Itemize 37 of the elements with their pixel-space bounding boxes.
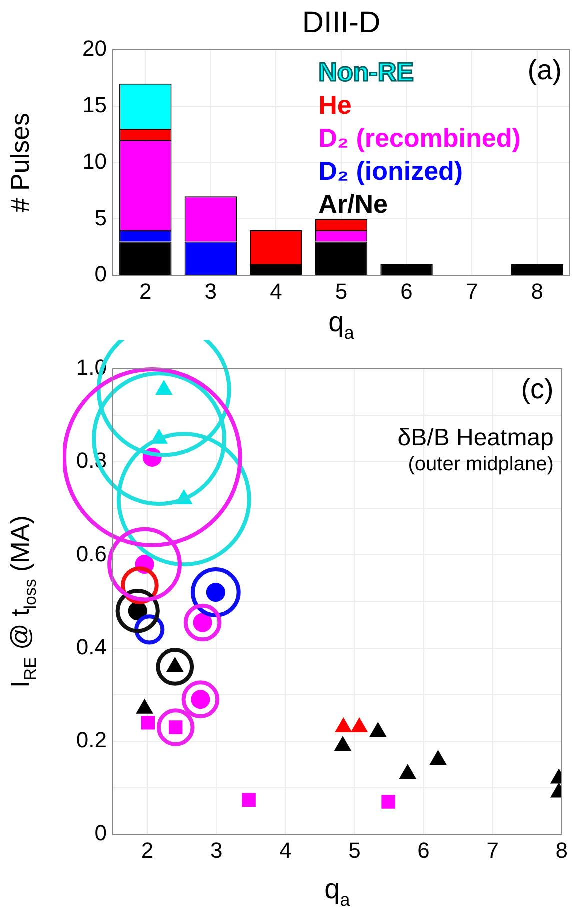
bar	[511, 264, 564, 276]
text: D₂ (recombined)	[318, 123, 521, 154]
annotation: (outer midplane)	[408, 454, 554, 476]
y-tick-label: 10	[82, 148, 107, 174]
chart-title: DIII-D	[302, 6, 381, 40]
x-tick-label: 4	[270, 278, 282, 304]
series-label: Ar/Ne	[318, 189, 388, 220]
x-tick-label: 3	[210, 838, 223, 863]
text: Non-RE	[318, 57, 414, 88]
annotation: (c)	[521, 374, 554, 405]
y-tick-label: 0.6	[76, 541, 107, 566]
y-tick-label: 0	[94, 820, 107, 846]
x-tick-label: 8	[531, 278, 544, 304]
y-axis-title: # Pulses	[5, 112, 36, 213]
x-tick-label: 7	[486, 838, 499, 863]
x-tick-label: 5	[335, 278, 348, 304]
x-tick-label: 2	[140, 278, 152, 304]
y-tick-label: 0.4	[76, 634, 107, 660]
y-tick-label: 5	[94, 205, 107, 230]
x-tick-label: 2	[141, 838, 154, 863]
x-tick-label: 3	[204, 278, 218, 304]
y-tick-label: 15	[82, 92, 107, 118]
y-tick-label: 0.2	[76, 728, 107, 753]
x-tick-label: 6	[418, 838, 430, 863]
annotation: δB/B Heatmap	[398, 424, 554, 452]
y-axis-title: IRE @ tloss (MA)	[5, 516, 40, 688]
y-tick-label: 20	[82, 36, 107, 62]
x-tick-label: 8	[556, 838, 568, 863]
x-tick-label: 4	[280, 838, 292, 863]
text: He	[318, 90, 352, 120]
x-tick-label: 6	[400, 278, 413, 304]
text: D₂ (ionized)	[318, 156, 464, 186]
y-tick-label: 0	[94, 262, 107, 287]
annotation: (a)	[528, 54, 562, 86]
x-tick-label: 7	[466, 278, 478, 304]
x-tick-label: 5	[348, 838, 361, 863]
bar	[380, 264, 433, 276]
